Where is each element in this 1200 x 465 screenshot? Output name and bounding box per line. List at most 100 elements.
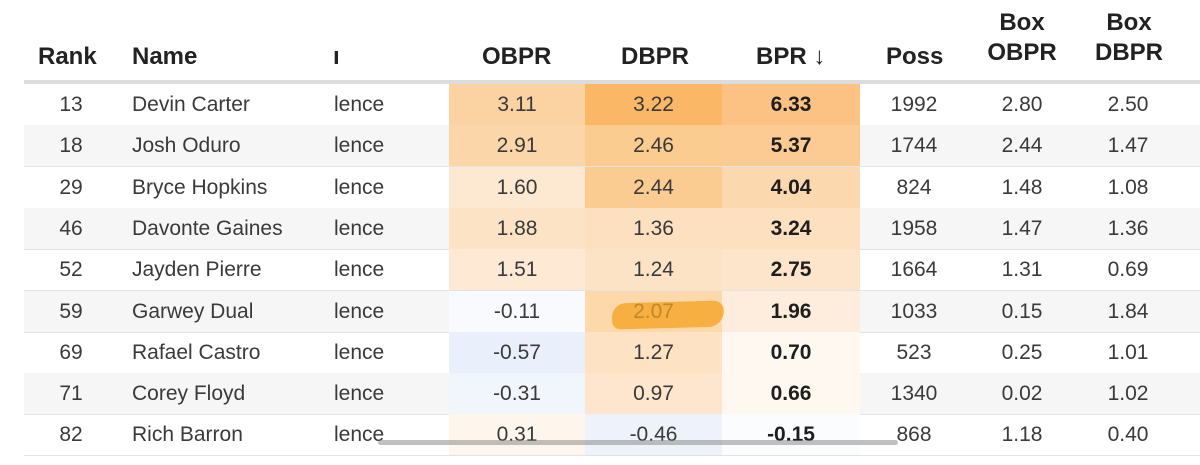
table-row[interactable]: 71 Corey Floyd lence -0.31 0.97 0.66 1340 0.02 1… [24,373,1200,416]
cell-dbpr: 3.22 [585,84,722,125]
cell-box-dbpr: 0.69 [1107,258,1149,282]
cell-obpr: 3.11 [449,84,585,125]
header-divider [24,80,1200,84]
cell-name[interactable]: Bryce Hopkins [132,175,268,199]
cell-conf: lence [334,175,385,199]
col-header-obpr[interactable]: OBPR [482,43,552,70]
cell-obpr: 1.51 [449,249,585,291]
cell-name[interactable]: Rafael Castro [132,340,261,364]
cell-name[interactable]: Rich Barron [132,423,243,447]
cell-conf: lence [334,423,385,447]
col-header-box-dbpr[interactable]: Box DBPR [1093,8,1165,68]
cell-poss: 1340 [890,382,938,406]
cell-obpr: 0.31 [449,414,585,456]
cell-conf: lence [334,299,385,323]
cell-name[interactable]: Jayden Pierre [132,258,262,282]
table-row[interactable]: 18 Josh Oduro lence 2.91 2.46 5.37 1744 2.44 1.4… [24,125,1200,168]
cell-obpr: -0.57 [449,331,585,373]
cell-poss: 824 [896,175,932,199]
cell-conf: lence [334,382,385,406]
cell-dbpr: 0.97 [585,373,722,415]
col-header-box-dbpr-line2: DBPR [1094,39,1163,66]
col-header-box-obpr-line2: OBPR [987,39,1057,66]
cell-box-dbpr: 1.08 [1107,175,1149,199]
cell-box-dbpr: 1.36 [1107,216,1149,240]
cell-name[interactable]: Devin Carter [132,93,250,116]
cell-dbpr: 1.24 [585,249,722,291]
cell-box-dbpr: 1.84 [1107,299,1149,323]
cell-rank: 82 [59,423,83,447]
cell-obpr: 1.88 [449,207,585,249]
cell-box-dbpr: 1.47 [1107,134,1149,158]
cell-poss: 1664 [890,258,938,282]
cell-box-obpr: 0.15 [1001,299,1043,323]
cell-obpr: 2.91 [449,125,585,167]
cell-rank: 69 [59,340,83,364]
cell-dbpr: 2.44 [585,166,722,208]
cell-obpr: -0.11 [449,290,585,332]
cell-bpr: -0.15 [722,414,860,456]
col-header-box-dbpr-line1: Box [1106,9,1152,36]
cell-rank: 59 [59,299,83,323]
table-row[interactable]: 46 Davonte Gaines lence 1.88 1.36 3.24 1958 1.4… [24,207,1200,250]
table-row[interactable]: 29 Bryce Hopkins lence 1.60 2.44 4.04 824 1.48 1… [24,166,1200,209]
cell-rank: 46 [59,216,83,240]
cell-box-dbpr: 1.01 [1107,340,1149,364]
cell-poss: 1744 [890,134,938,158]
cell-bpr: 0.66 [722,373,860,415]
cell-box-obpr: 2.80 [1001,93,1043,116]
cell-rank: 13 [59,93,83,116]
cell-box-dbpr: 0.40 [1107,423,1149,447]
cell-box-obpr: 1.18 [1001,423,1043,447]
col-header-rank[interactable]: Rank [38,43,97,70]
cell-box-obpr: 0.02 [1001,382,1043,406]
cell-conf: lence [334,258,385,282]
cell-box-dbpr: 2.50 [1107,93,1149,116]
cell-box-obpr: 1.31 [1001,258,1043,282]
cell-rank: 18 [59,134,83,158]
col-header-bpr-sorted[interactable]: BPR ↓ [756,43,826,70]
cell-bpr: 0.70 [722,331,860,373]
cell-rank: 29 [59,175,83,199]
col-header-box-obpr[interactable]: Box OBPR [986,8,1058,68]
cell-conf: lence [334,340,385,364]
cell-dbpr: -0.46 [585,414,722,456]
cell-bpr: 5.37 [722,125,860,167]
cell-name[interactable]: Corey Floyd [132,382,246,406]
table-row[interactable]: 13 Devin Carter lence 3.11 3.22 6.33 1992 2.80 2… [24,84,1200,126]
cell-name[interactable]: Davonte Gaines [132,216,283,240]
col-header-box-obpr-line1: Box [999,9,1045,36]
cell-poss: 868 [896,423,932,447]
cell-bpr: 4.04 [722,166,860,208]
cell-poss: 1033 [890,299,938,323]
cell-box-obpr: 0.25 [1001,340,1043,364]
cell-box-dbpr: 1.02 [1107,382,1149,406]
col-header-poss[interactable]: Poss [886,43,944,70]
cell-dbpr: 2.46 [585,125,722,167]
cell-name[interactable]: Garwey Dual [132,299,254,323]
cell-conf: lence [334,93,385,116]
cell-conf: lence [334,216,385,240]
cell-box-obpr: 1.47 [1001,216,1043,240]
cell-box-obpr: 2.44 [1001,134,1043,158]
cell-bpr: 2.75 [722,249,860,291]
cell-bpr: 3.24 [722,207,860,249]
cell-poss: 1992 [890,93,938,116]
horizontal-scrollbar[interactable] [378,440,898,445]
cell-dbpr: 1.27 [585,331,722,373]
highlighter-mark [611,300,725,330]
table-row[interactable]: 52 Jayden Pierre lence 1.51 1.24 2.75 1664 1.31… [24,249,1200,292]
table-header: Rank Name ı OBPR DBPR BPR ↓ Poss Box OBP… [0,0,1200,84]
col-header-conference[interactable]: ı [333,43,340,70]
cell-name[interactable]: Josh Oduro [132,134,241,158]
cell-obpr: 1.60 [449,166,585,208]
cell-poss: 1958 [890,216,938,240]
table-row[interactable]: 69 Rafael Castro lence -0.57 1.27 0.70 523 0.25… [24,331,1200,374]
cell-dbpr: 1.36 [585,207,722,249]
cell-bpr: 6.33 [722,84,860,125]
col-header-name[interactable]: Name [132,43,198,70]
table-row[interactable]: 82 Rich Barron lence 0.31 -0.46 -0.15 868 1.18 0… [24,414,1200,457]
col-header-dbpr[interactable]: DBPR [621,43,690,70]
cell-rank: 71 [59,382,83,406]
cell-bpr: 1.96 [722,290,860,332]
